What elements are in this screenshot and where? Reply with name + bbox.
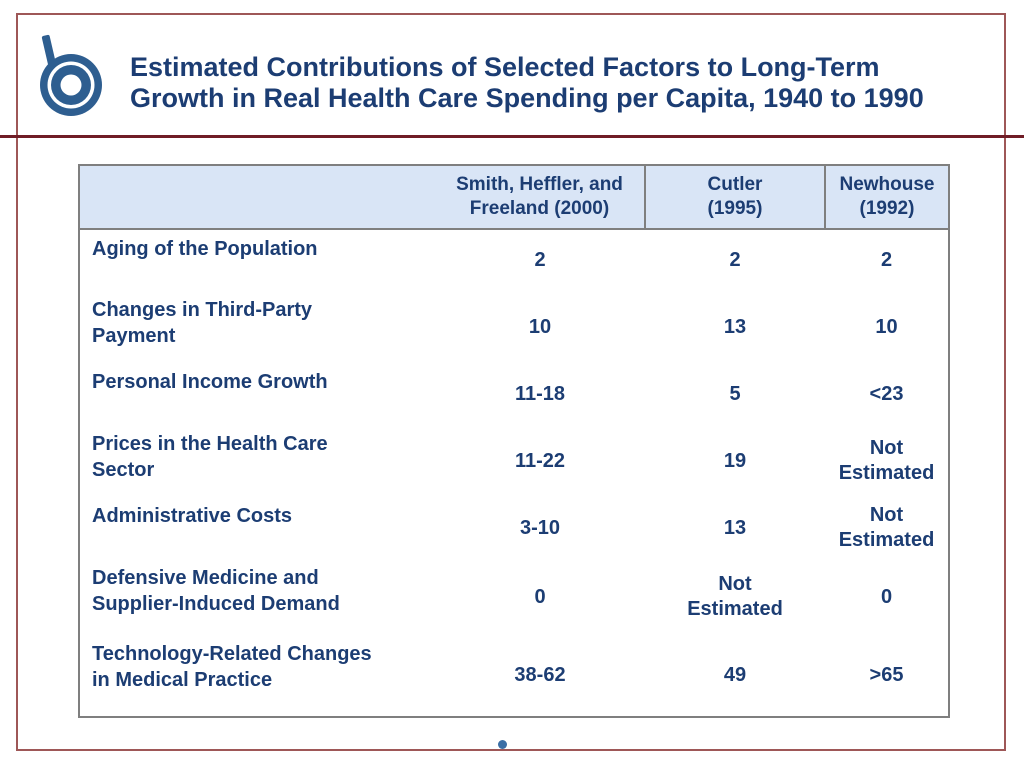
- value-cell: Not Estimated: [838, 504, 935, 551]
- footer-dot: [498, 740, 507, 749]
- value-cell: 11-18: [514, 382, 566, 405]
- value-cell: 38-62: [514, 664, 566, 686]
- value-cell: 5: [729, 382, 741, 405]
- factor-label: Administrative Costs: [92, 505, 293, 527]
- value-cell: 13: [723, 315, 747, 338]
- value-cell: 13: [723, 516, 747, 539]
- table-row: Aging of the Population 2 2 2: [79, 229, 949, 291]
- value-cell: 10: [528, 315, 552, 338]
- title-divider: [0, 135, 1024, 138]
- value-cell: >65: [869, 664, 904, 686]
- concentric-b-logo-icon: [33, 34, 107, 118]
- value-cell: 2: [534, 249, 546, 271]
- value-cell: 0: [880, 585, 893, 608]
- estimates-table: Smith, Heffler, and Freeland (2000) Cutl…: [78, 164, 950, 718]
- factor-label: Changes in Third-Party Payment: [92, 299, 313, 347]
- table-row: Prices in the Health Care Sector 11-22 19 N…: [79, 425, 949, 497]
- slide-title: Estimated Contributions of Selected Fact…: [130, 52, 924, 113]
- factor-label: Defensive Medicine and Supplier-Induced …: [92, 567, 340, 615]
- value-cell: Not Estimated: [838, 437, 935, 484]
- table-row: Changes in Third-Party Payment 10 13 10: [79, 291, 949, 363]
- factor-label: Prices in the Health Care Sector: [92, 433, 328, 481]
- value-cell: 11-22: [514, 449, 566, 472]
- factor-label: Personal Income Growth: [92, 371, 328, 393]
- table-row: Administrative Costs 3-10 13 Not Estimated: [79, 497, 949, 559]
- value-cell: 10: [875, 315, 898, 338]
- table-header-row: Smith, Heffler, and Freeland (2000) Cutl…: [79, 165, 949, 230]
- value-cell: 19: [723, 449, 747, 472]
- logo-graphic: [40, 34, 102, 116]
- value-cell: 2: [729, 249, 741, 271]
- value-cell: Not Estimated: [687, 573, 783, 620]
- table-body: Aging of the Population 2 2 2 Changes in Thi…: [79, 229, 949, 717]
- header-cell-newhouse: Newhouse (1992): [824, 165, 949, 230]
- value-cell: <23: [869, 382, 904, 405]
- factor-label: Aging of the Population: [92, 238, 318, 260]
- header-cell-cutler: Cutler (1995): [644, 165, 825, 230]
- factor-label: Technology-Related Changes in Medical Pr…: [92, 643, 372, 691]
- value-cell: 3-10: [519, 516, 561, 539]
- header-cell-smith-heffler-freeland: Smith, Heffler, and Freeland (2000): [435, 165, 645, 230]
- header-cell-factor: [79, 165, 435, 230]
- value-cell: 0: [534, 585, 546, 608]
- value-cell: 2: [880, 249, 893, 271]
- table-row: Defensive Medicine and Supplier-Induced …: [79, 559, 949, 635]
- table-row: Personal Income Growth 11-18 5 <23: [79, 363, 949, 425]
- table-row: Technology-Related Changes in Medical Pr…: [79, 635, 949, 717]
- value-cell: 49: [723, 664, 747, 686]
